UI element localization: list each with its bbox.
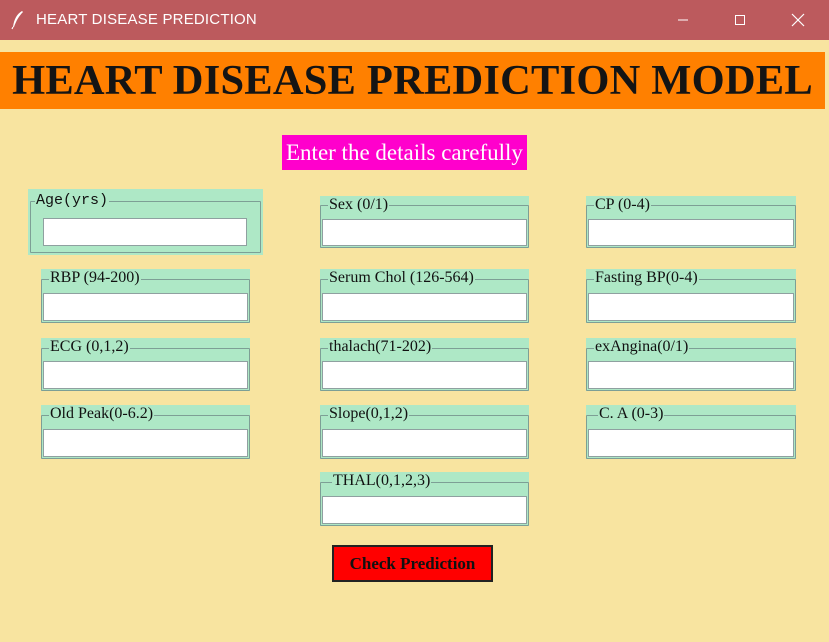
thalach-field-group: thalach(71-202)	[320, 338, 529, 391]
cp-label: CP (0-4)	[594, 196, 651, 214]
ecg-field-group: ECG (0,1,2)	[41, 338, 250, 391]
age-frame	[30, 201, 261, 253]
minimize-button[interactable]	[660, 0, 706, 40]
header-banner: HEART DISEASE PREDICTION MODEL	[0, 52, 825, 109]
title-bar[interactable]: HEART DISEASE PREDICTION	[0, 0, 829, 40]
exang-frame	[586, 348, 796, 391]
fbs-field-group: Fasting BP(0-4)	[586, 269, 796, 323]
thal-field-group: THAL(0,1,2,3)	[320, 472, 529, 526]
page-title: HEART DISEASE PREDICTION MODEL	[12, 57, 813, 104]
slope-field-group: Slope(0,1,2)	[320, 405, 529, 459]
ecg-input[interactable]	[43, 361, 248, 389]
oldpeak-field-group: Old Peak(0-6.2)	[41, 405, 250, 459]
instruction-label: Enter the details carefully	[282, 135, 527, 170]
sex-frame	[320, 205, 529, 248]
ca-label: C. A (0-3)	[598, 405, 665, 423]
ca-field-group: C. A (0-3)	[586, 405, 796, 459]
ecg-label: ECG (0,1,2)	[49, 338, 130, 356]
fbs-label: Fasting BP(0-4)	[594, 269, 699, 287]
sex-field-group: Sex (0/1)	[320, 196, 529, 248]
check-prediction-button[interactable]: Check Prediction	[332, 545, 493, 582]
close-button[interactable]	[775, 0, 821, 40]
ca-input[interactable]	[588, 429, 794, 457]
ca-frame	[586, 415, 796, 459]
ecg-frame	[41, 348, 250, 391]
oldpeak-input[interactable]	[43, 429, 248, 457]
maximize-icon	[735, 15, 745, 25]
thal-label: THAL(0,1,2,3)	[332, 472, 432, 490]
rbp-frame	[41, 279, 250, 323]
age-field-group: Age(yrs)	[28, 189, 263, 255]
exang-field-group: exAngina(0/1)	[586, 338, 796, 391]
rbp-label: RBP (94-200)	[49, 269, 141, 287]
close-icon	[791, 13, 805, 27]
chol-label: Serum Chol (126-564)	[328, 269, 475, 287]
thal-input[interactable]	[322, 496, 527, 524]
sex-input[interactable]	[322, 219, 527, 246]
slope-frame	[320, 415, 529, 459]
feather-icon	[11, 10, 25, 30]
exang-label: exAngina(0/1)	[594, 338, 690, 356]
maximize-button[interactable]	[717, 0, 763, 40]
rbp-field-group: RBP (94-200)	[41, 269, 250, 323]
chol-field-group: Serum Chol (126-564)	[320, 269, 529, 323]
oldpeak-label: Old Peak(0-6.2)	[49, 405, 155, 423]
window-title: HEART DISEASE PREDICTION	[36, 11, 257, 28]
exang-input[interactable]	[588, 361, 794, 389]
sex-label: Sex (0/1)	[328, 196, 390, 214]
chol-input[interactable]	[322, 293, 527, 321]
slope-label: Slope(0,1,2)	[328, 405, 410, 423]
thalach-input[interactable]	[322, 361, 527, 389]
slope-input[interactable]	[322, 429, 527, 457]
thalach-label: thalach(71-202)	[328, 338, 433, 356]
cp-input[interactable]	[588, 219, 794, 246]
age-input[interactable]	[43, 218, 247, 246]
age-label: Age(yrs)	[35, 192, 110, 210]
rbp-input[interactable]	[43, 293, 248, 321]
cp-field-group: CP (0-4)	[586, 196, 796, 248]
fbs-input[interactable]	[588, 293, 794, 321]
minimize-icon	[678, 19, 688, 21]
cp-frame	[586, 205, 796, 248]
